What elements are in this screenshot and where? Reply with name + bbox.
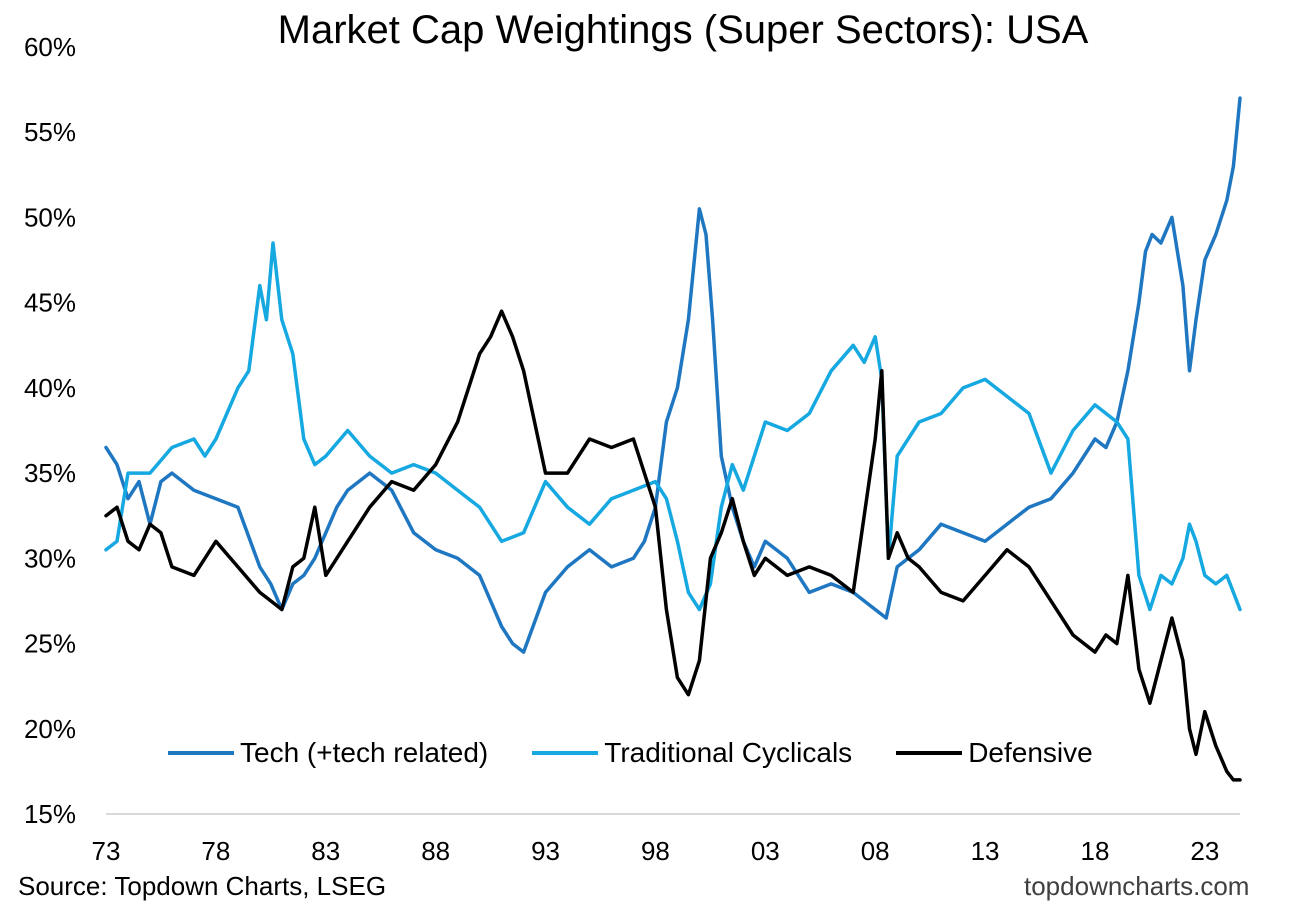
series-line-tech [104,96,1242,654]
y-tick-label: 20% [24,714,76,744]
y-tick-label: 35% [24,458,76,488]
x-tick-label: 73 [92,836,121,866]
legend: Tech (+tech related) Traditional Cyclica… [168,737,1137,769]
x-axis-ticks: 73 78 83 88 93 98 03 08 13 18 23 [92,836,1220,866]
series-line-defensive [104,309,1242,782]
legend-label-defensive: Defensive [968,737,1093,768]
y-tick-label: 30% [24,543,76,573]
y-axis: 15% 20% 25% 30% 35% 40% 45% 50% 55% 60% [24,32,76,829]
x-tick-label: 88 [421,836,450,866]
credit-note: topdowncharts.com [1024,871,1250,901]
x-tick-label: 18 [1080,836,1109,866]
y-tick-label: 60% [24,32,76,62]
legend-label-tech: Tech (+tech related) [240,737,489,768]
y-tick-label: 45% [24,288,76,318]
y-tick-label: 40% [24,373,76,403]
series-line-traditional-cyclicals [104,241,1242,612]
y-tick-label: 55% [24,117,76,147]
legend-item-defensive: Defensive [896,737,1093,769]
x-tick-label: 23 [1190,836,1219,866]
x-tick-label: 08 [861,836,890,866]
x-tick-label: 93 [531,836,560,866]
legend-swatch-tech [168,751,234,755]
x-tick-label: 83 [311,836,340,866]
x-tick-label: 03 [751,836,780,866]
x-tick-label: 13 [971,836,1000,866]
x-tick-label: 78 [201,836,230,866]
series-lines [104,96,1242,782]
legend-swatch-cyclicals [532,751,599,755]
y-tick-label: 15% [24,799,76,829]
legend-swatch-defensive [896,751,963,755]
source-note: Source: Topdown Charts, LSEG [18,871,387,901]
legend-item-cyclicals: Traditional Cyclicals [532,737,852,769]
y-tick-label: 25% [24,629,76,659]
y-tick-label: 50% [24,202,76,232]
legend-item-tech: Tech (+tech related) [168,737,488,769]
x-tick-label: 98 [641,836,670,866]
chart-title: Market Cap Weightings (Super Sectors): U… [277,8,1089,52]
legend-label-cyclicals: Traditional Cyclicals [604,737,853,768]
